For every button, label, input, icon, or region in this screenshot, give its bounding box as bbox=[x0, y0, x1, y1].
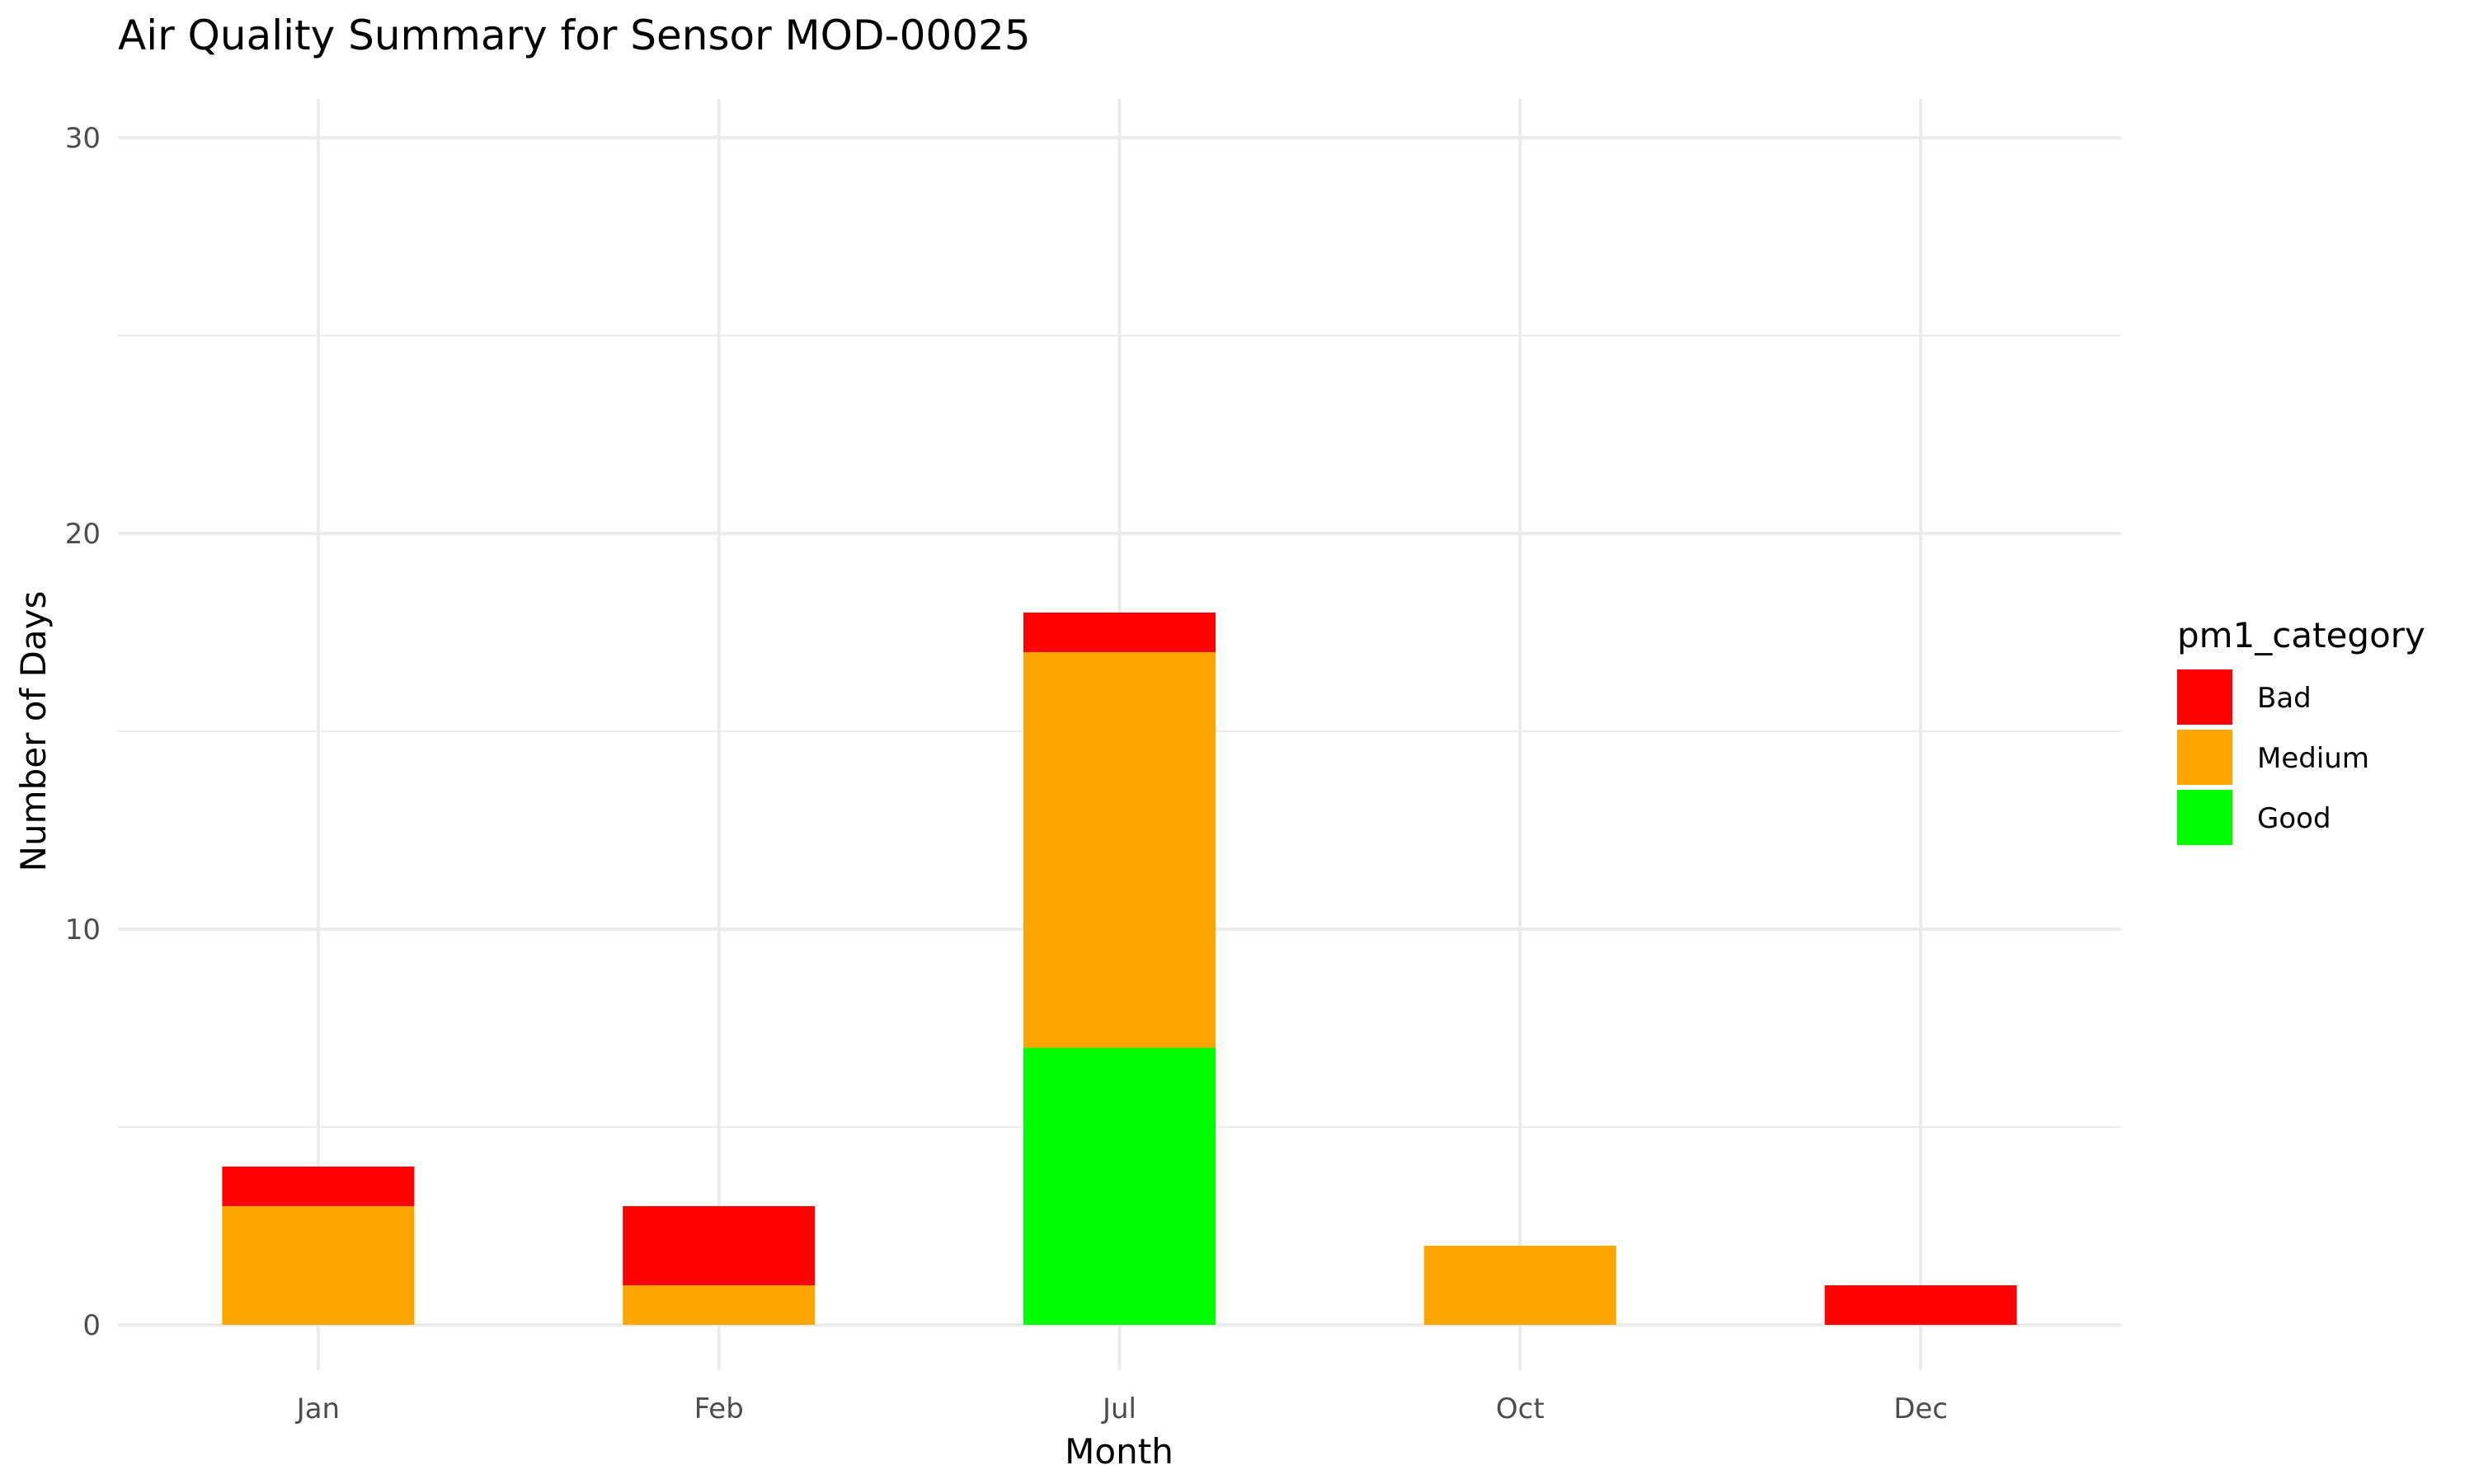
legend-title: pm1_category bbox=[2177, 615, 2425, 655]
legend-key-good bbox=[2177, 790, 2232, 845]
legend-label-medium: Medium bbox=[2257, 742, 2369, 775]
x-tick-label: Feb bbox=[694, 1392, 744, 1425]
legend-key-bad bbox=[2177, 669, 2232, 725]
chart-title: Air Quality Summary for Sensor MOD-00025 bbox=[118, 12, 1031, 59]
x-axis-ticks: Jan Feb Jul Oct Dec bbox=[295, 1392, 1948, 1425]
legend-label-good: Good bbox=[2257, 802, 2331, 835]
y-tick-label: 0 bbox=[82, 1309, 101, 1342]
x-tick-label: Jan bbox=[295, 1392, 340, 1425]
bars bbox=[222, 613, 2017, 1325]
legend: pm1_category Bad Medium Good bbox=[2177, 615, 2425, 845]
y-axis-ticks: 0 10 20 30 bbox=[65, 122, 101, 1342]
bar-medium-jul bbox=[1023, 652, 1216, 1048]
bar-medium-oct bbox=[1423, 1246, 1616, 1325]
x-axis-title: Month bbox=[1065, 1431, 1174, 1472]
y-tick-label: 30 bbox=[65, 122, 101, 155]
y-tick-label: 20 bbox=[65, 518, 101, 551]
x-tick-label: Oct bbox=[1496, 1392, 1545, 1425]
bar-medium-jan bbox=[222, 1206, 415, 1325]
legend-label-bad: Bad bbox=[2257, 682, 2312, 715]
bar-bad-dec bbox=[1824, 1285, 2017, 1325]
bar-good-jul bbox=[1023, 1048, 1216, 1325]
legend-key-medium bbox=[2177, 730, 2232, 785]
bar-bad-jul bbox=[1023, 613, 1216, 652]
bar-bad-feb bbox=[623, 1206, 816, 1285]
bar-medium-feb bbox=[623, 1285, 816, 1325]
y-tick-label: 10 bbox=[65, 913, 101, 946]
x-tick-label: Dec bbox=[1893, 1392, 1948, 1425]
y-axis-title: Number of Days bbox=[13, 591, 54, 872]
x-tick-label: Jul bbox=[1101, 1392, 1136, 1425]
bar-bad-jan bbox=[222, 1167, 415, 1206]
